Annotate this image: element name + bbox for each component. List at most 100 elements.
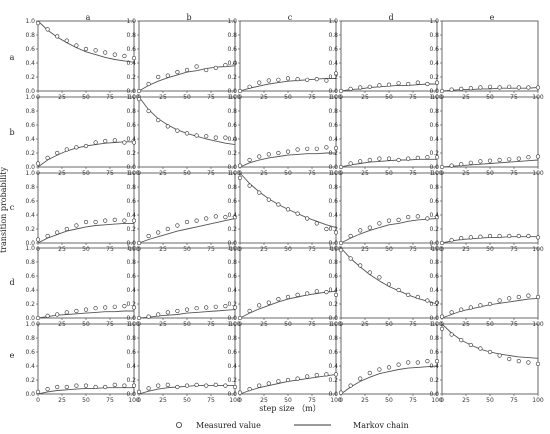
measured-point [425,155,430,160]
measured-point [136,240,142,246]
measured-point [35,237,41,242]
x-tick-label: 25 [159,94,167,101]
y-tick-label: 0.6 [429,273,439,280]
x-tick-label: 75 [308,397,316,404]
y-tick-label: 0.6 [25,349,35,356]
markov-chain-line [37,222,134,244]
y-tick-label: 0.2 [25,150,35,157]
measured-point [459,162,464,167]
measured-point [93,219,98,225]
y-tick-label: 0.2 [328,74,338,81]
y-tick-label: 0.0 [429,240,439,247]
y-tick-label: 0.4 [328,212,338,219]
legend: Measured value Markov chain [175,421,409,430]
x-tick-label: 25 [260,321,268,328]
measured-point [285,76,291,81]
x-tick-label: 75 [409,94,417,101]
measured-point [55,150,60,156]
y-tick-label: 0.4 [227,136,237,143]
measured-point [535,361,541,367]
y-tick-label: 0.2 [227,301,237,308]
y-tick-label: 0.8 [25,184,35,191]
y-tick-label: 0.0 [25,391,35,398]
x-tick-label: 50 [284,246,292,253]
measured-point [93,140,98,145]
measured-point [93,306,98,311]
measured-point [257,383,262,388]
y-tick-label: 0.8 [227,108,237,115]
y-tick-label: 0.4 [126,212,136,219]
x-tick-label: 50 [82,397,90,404]
x-tick-label: 25 [260,246,268,253]
markov-chain-line [37,20,135,63]
measured-point [83,307,89,312]
y-tick-label: 0.6 [227,46,237,53]
y-tick-label: 0.0 [25,315,35,322]
measured-point [516,233,521,239]
y-tick-label: 0.4 [25,60,35,67]
x-tick-label: 75 [207,170,215,177]
panel-d-to-a: 0.00.20.40.60.81.00 25 50 75 100 [25,245,139,328]
legend-label-markov: Markov chain [353,421,409,430]
measured-point [434,80,440,85]
panel-frame [239,247,337,319]
y-tick-label: 0.6 [328,46,338,53]
measured-point [526,155,531,160]
y-tick-label: 0.8 [429,32,439,39]
y-tick-label: 0.2 [429,301,439,308]
y-tick-label: 0.2 [328,226,338,233]
x-tick-label: 25 [462,246,470,253]
measured-point [487,84,493,89]
panel-frame [138,247,236,319]
measured-point [136,96,142,102]
measured-point [35,389,41,395]
y-tick-label: 1.0 [126,170,136,177]
y-tick-label: 0.4 [328,287,338,294]
y-tick-label: 0.4 [25,136,35,143]
measured-point [295,147,300,152]
measured-point [223,383,228,388]
x-tick-label: 25 [58,397,66,404]
measured-point [535,85,541,90]
measured-point [333,372,339,377]
y-tick-label: 0.6 [429,198,439,205]
y-tick-label: 0.6 [429,122,439,129]
measured-point [112,138,117,143]
x-tick-label: 25 [58,94,66,101]
measured-point [35,315,41,321]
measured-point [358,85,363,90]
panel-d-to-e: 0.00.20.40.60.81.00 25 50 75 100 [429,245,543,328]
y-tick-label: 0.0 [328,391,338,398]
panel-c-to-b: 0.00.20.40.60.81.00 25 50 75 100 [126,170,240,253]
measured-point [285,294,291,300]
x-tick-label: 75 [106,94,114,101]
measured-point [367,270,372,275]
measured-point [324,78,329,83]
measured-point [305,374,310,379]
measured-point [377,83,382,88]
measured-point [237,163,243,168]
measured-point [406,215,411,220]
markov-chain-line [239,290,337,319]
measured-point [377,275,382,280]
panel-frame [441,172,539,244]
measured-point [136,88,142,94]
y-tick-label: 1.0 [429,245,439,252]
measured-point [285,149,291,154]
measured-point [396,362,401,367]
measured-point [526,85,531,90]
measured-point [415,214,420,219]
measured-point [295,292,300,298]
y-tick-label: 0.2 [227,74,237,81]
measured-point [434,300,440,305]
x-tick-label: 50 [486,94,494,101]
measured-point [425,359,430,364]
panel-a-to-e: 0.00.20.40.60.81.00 25 50 75 100 [429,18,543,101]
legend-marker-measured [175,421,182,428]
y-tick-label: 0.8 [429,335,439,342]
y-tick-label: 1.0 [25,321,35,328]
measured-point [324,145,329,150]
x-tick-label: 50 [82,170,90,177]
